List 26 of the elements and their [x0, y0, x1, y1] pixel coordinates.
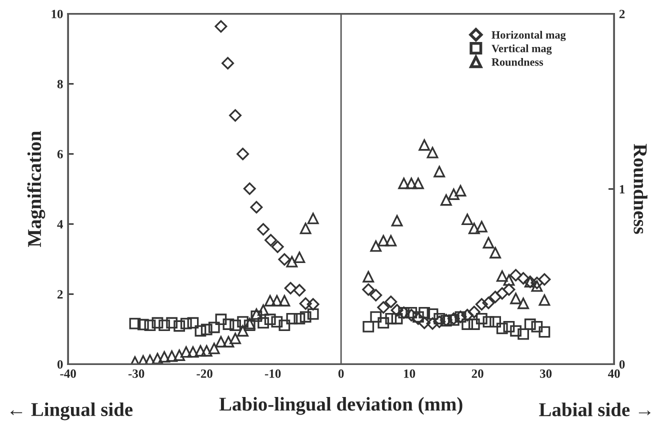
x-tick-label: 40 — [608, 369, 620, 378]
y-tick-label: 4 — [57, 220, 63, 228]
y-tick-label: 8 — [57, 80, 63, 88]
x-tick-label: 0 — [338, 369, 344, 378]
y-tick-label: 6 — [57, 150, 63, 158]
y-tick-label: 10 — [52, 10, 63, 18]
text: ← Lingual side — [10, 402, 133, 420]
x-tick-label: 10 — [404, 369, 416, 378]
x-axis-title: Labio-lingual deviation (mm) — [219, 397, 462, 415]
y2-tick-label: 0 — [619, 360, 625, 369]
x-tick-label: 20 — [472, 369, 484, 378]
legend-label: Roundness — [492, 58, 544, 66]
y2-axis-title: Roundness — [634, 144, 648, 234]
y-axis-title: Magnification — [27, 130, 46, 247]
x-tick-label: 30 — [540, 369, 552, 378]
y2-tick-label: 2 — [619, 10, 625, 18]
y2-tick-label: 1 — [620, 185, 625, 194]
y-tick-label: 0 — [57, 360, 63, 369]
x-tick-label: -30 — [128, 369, 144, 378]
x-tick-label: -10 — [264, 369, 281, 378]
legend-label: Horizontal mag — [492, 30, 566, 42]
legend-label: Vertical mag — [492, 44, 552, 55]
y-tick-label: 2 — [57, 290, 63, 298]
text: Labial side → — [539, 402, 650, 416]
x-tick-label: -40 — [60, 369, 76, 378]
x-tick-label: -20 — [196, 369, 212, 378]
